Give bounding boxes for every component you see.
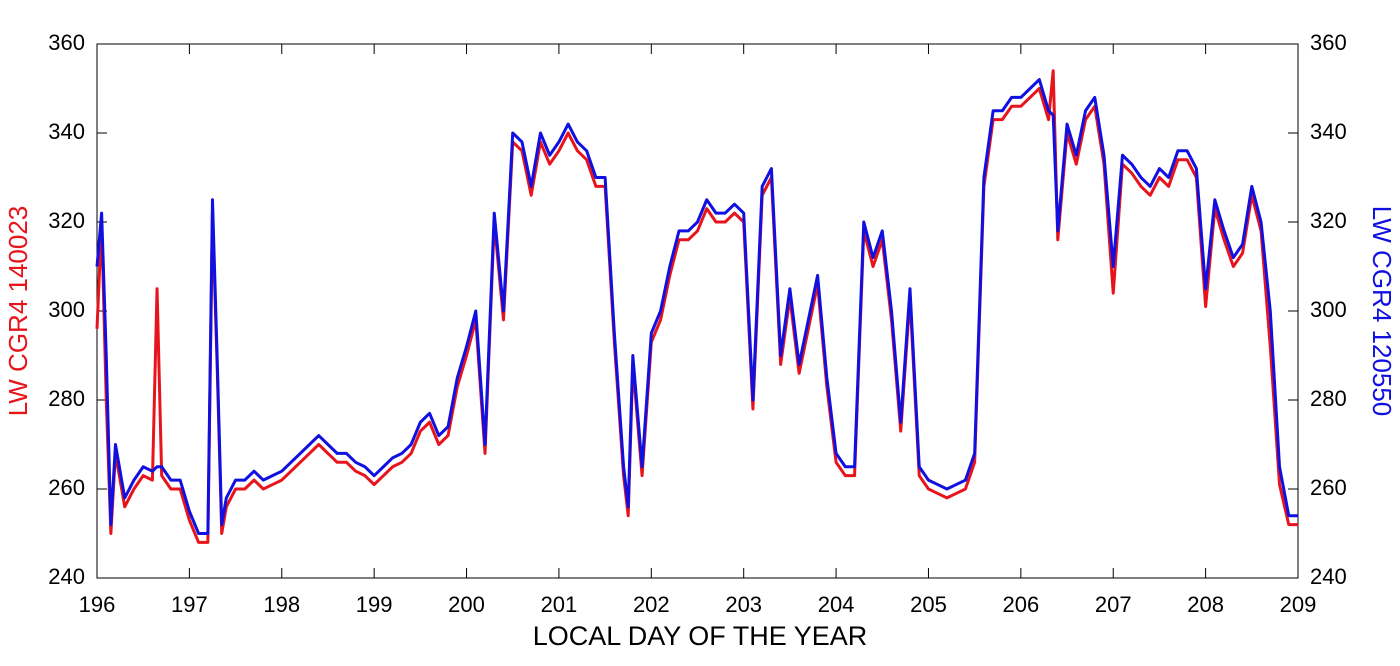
x-tick-label: 207 — [1095, 592, 1132, 617]
y2-tick-label: 300 — [1310, 297, 1347, 322]
plot-frame — [96, 43, 1299, 579]
data-line — [95, 78, 1298, 535]
y-tick-label: 280 — [48, 386, 85, 411]
y-tick-label: 240 — [48, 564, 85, 589]
y-axis-title: LW CGR4 140023 — [3, 206, 33, 417]
y2-tick-label: 260 — [1310, 475, 1347, 500]
data-line — [95, 69, 1298, 544]
y2-tick-label: 360 — [1310, 30, 1347, 55]
y2-tick-label: 340 — [1310, 119, 1347, 144]
x-tick-label: 198 — [263, 592, 300, 617]
y-tick-label: 320 — [48, 208, 85, 233]
x-tick-label: 205 — [910, 592, 947, 617]
x-tick-label: 197 — [171, 592, 208, 617]
x-axis-title: LOCAL DAY OF THE YEAR — [533, 621, 868, 651]
y2-tick-label: 320 — [1310, 208, 1347, 233]
x-tick-label: 202 — [633, 592, 670, 617]
x-tick-label: 201 — [541, 592, 578, 617]
y-tick-label: 300 — [48, 297, 85, 322]
x-tick-label: 208 — [1187, 592, 1224, 617]
x-tick-label: 209 — [1280, 592, 1317, 617]
x-tick-label: 206 — [1002, 592, 1039, 617]
x-tick-label: 204 — [818, 592, 855, 617]
y2-tick-label: 280 — [1310, 386, 1347, 411]
y-tick-label: 260 — [48, 475, 85, 500]
y-tick-label: 340 — [48, 119, 85, 144]
x-tick-label: 200 — [448, 592, 485, 617]
x-tick-label: 196 — [79, 592, 116, 617]
y2-axis-title: LW CGR4 120550 — [1367, 206, 1397, 417]
y2-tick-label: 240 — [1310, 564, 1347, 589]
x-tick-label: 199 — [356, 592, 393, 617]
y-tick-label: 360 — [48, 30, 85, 55]
x-tick-label: 203 — [725, 592, 762, 617]
